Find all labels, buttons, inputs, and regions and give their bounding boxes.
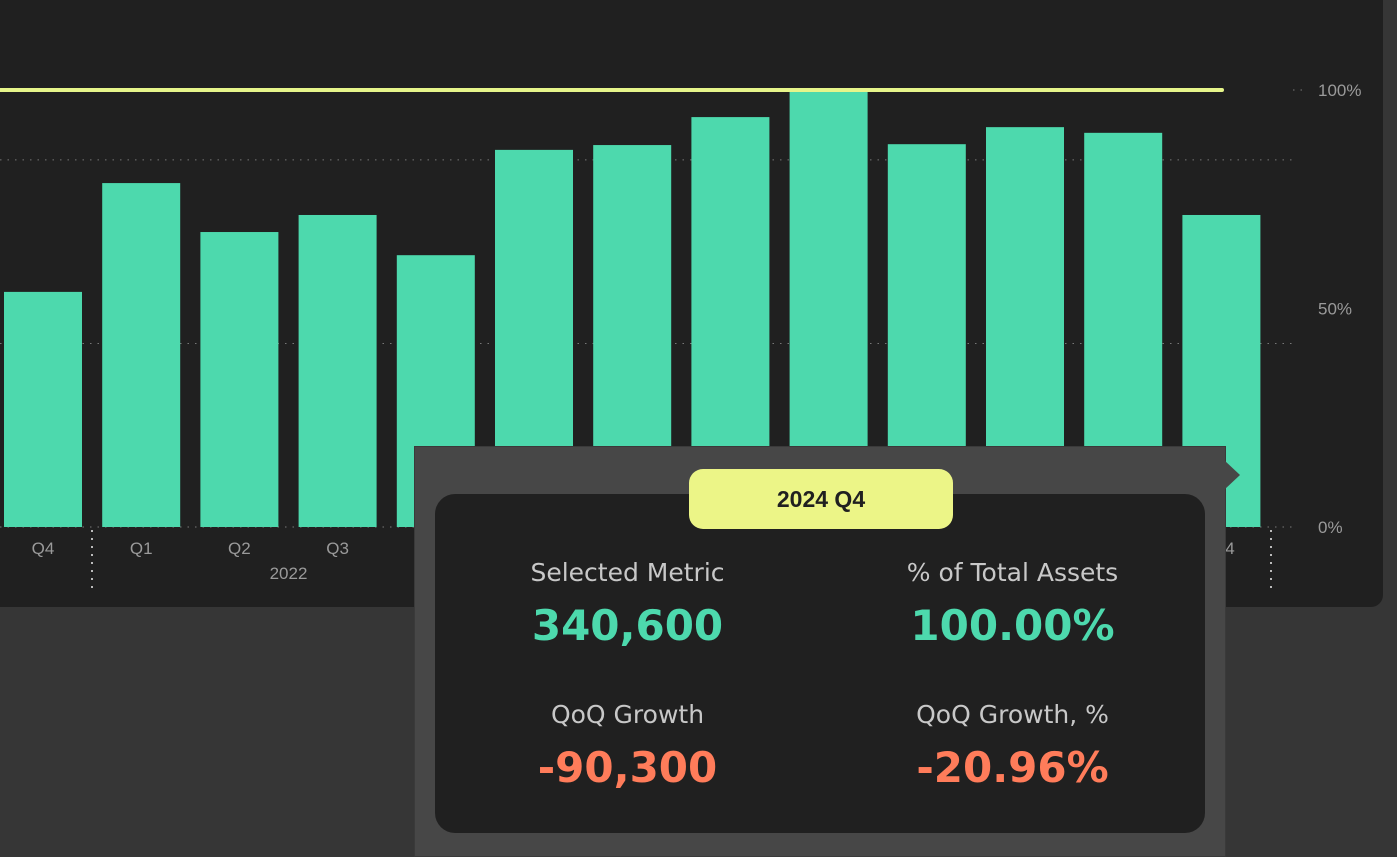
tooltip-card: Selected Metric 340,600 % of Total Asset… — [435, 494, 1205, 833]
y-tick-label: 100% — [1318, 81, 1361, 100]
tooltip-value: -90,300 — [537, 743, 718, 792]
tooltip-pointer — [1224, 460, 1240, 490]
x-tick-label: 4 — [1225, 539, 1234, 558]
tooltip-label: QoQ Growth — [550, 700, 705, 729]
x-tick-label: Q2 — [228, 539, 251, 558]
tooltip-item-qoq-growth-pct: QoQ Growth, % -20.96% — [820, 700, 1205, 792]
tooltip-label: QoQ Growth, % — [916, 700, 1109, 729]
tooltip-label: % of Total Assets — [906, 558, 1119, 587]
bar — [298, 214, 377, 527]
bar — [4, 291, 82, 527]
year-label: 2022 — [270, 564, 308, 583]
tooltip: Selected Metric 340,600 % of Total Asset… — [414, 446, 1226, 857]
tooltip-label: Selected Metric — [530, 558, 725, 587]
tooltip-title: 2024 Q4 — [689, 469, 953, 529]
y-tick-label: 0% — [1318, 518, 1343, 537]
tooltip-item-pct-total: % of Total Assets 100.00% — [820, 558, 1205, 650]
x-tick-label: Q1 — [130, 539, 153, 558]
x-tick-label: Q3 — [326, 539, 349, 558]
x-tick-label: Q4 — [32, 539, 55, 558]
y-tick-label: 50% — [1318, 300, 1352, 319]
bar — [200, 232, 279, 527]
tooltip-item-selected-metric: Selected Metric 340,600 — [435, 558, 820, 650]
bar — [102, 183, 181, 527]
tooltip-value: 100.00% — [910, 601, 1115, 650]
tooltip-item-qoq-growth: QoQ Growth -90,300 — [435, 700, 820, 792]
tooltip-value: -20.96% — [916, 743, 1109, 792]
tooltip-value: 340,600 — [531, 601, 724, 650]
